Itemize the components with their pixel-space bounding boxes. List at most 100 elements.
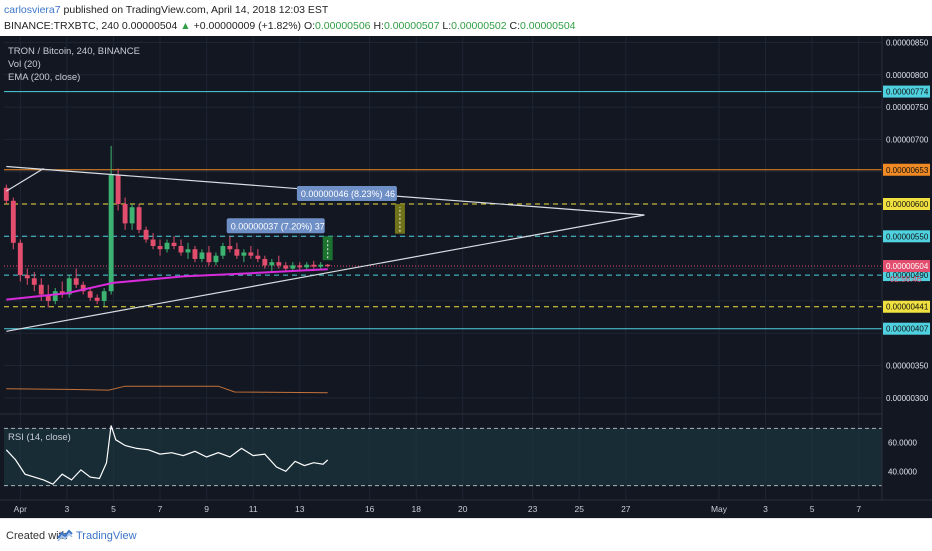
candle-body bbox=[179, 246, 184, 252]
time-tick-label: 25 bbox=[575, 504, 585, 514]
candle-body bbox=[276, 262, 281, 265]
price-tick-label: 0.00000300 bbox=[886, 394, 929, 403]
publish-line: carlosviera7 published on TradingView.co… bbox=[4, 4, 328, 16]
candle-body bbox=[234, 249, 239, 255]
candle-body bbox=[144, 230, 149, 240]
level-tag-label: 0.00000550 bbox=[886, 232, 929, 241]
rsi-tick-label: 40.0000 bbox=[888, 467, 917, 476]
time-tick-label: 5 bbox=[111, 504, 116, 514]
high-label: H: bbox=[373, 20, 384, 32]
price-tick-label: 0.00000850 bbox=[886, 38, 929, 47]
candle-body bbox=[193, 249, 198, 259]
price-tick-label: 0.00000700 bbox=[886, 135, 929, 144]
candle-body bbox=[304, 265, 309, 268]
candle-body bbox=[248, 252, 253, 255]
price-tick-label: 0.00000800 bbox=[886, 71, 929, 80]
close-label: C: bbox=[510, 20, 521, 32]
legend-ema: EMA (200, close) bbox=[8, 72, 80, 83]
level-tag-label: 0.00000774 bbox=[886, 88, 929, 97]
time-tick-label: 7 bbox=[856, 504, 861, 514]
quote-line: BINANCE:TRXBTC, 240 0.00000504 ▲ +0.0000… bbox=[4, 20, 576, 32]
rsi-band bbox=[4, 428, 882, 485]
rsi-tick-label: 60.0000 bbox=[888, 439, 917, 448]
time-tick-label: 23 bbox=[528, 504, 538, 514]
candle-body bbox=[116, 175, 121, 204]
level-tag-label: 0.00000600 bbox=[886, 200, 929, 209]
last-price: 0.00000504 bbox=[122, 20, 177, 32]
open-label: O: bbox=[304, 20, 315, 32]
candle-body bbox=[130, 207, 135, 223]
open-value: 0.00000506 bbox=[315, 20, 370, 32]
candle-body bbox=[297, 265, 302, 267]
price-tick-label: 0.00000750 bbox=[886, 103, 929, 112]
candle-body bbox=[32, 278, 37, 284]
level-tag-label: 0.00000441 bbox=[886, 303, 929, 312]
candle-body bbox=[158, 246, 163, 249]
candle-body bbox=[74, 278, 79, 284]
candle-body bbox=[102, 291, 107, 301]
candle-body bbox=[241, 252, 246, 255]
price-chart[interactable]: 0.00000037 (7.20%) 37 0.00000046 (8.23%) … bbox=[0, 36, 932, 518]
candle-body bbox=[227, 246, 232, 249]
low-value: 0.00000502 bbox=[451, 20, 506, 32]
up-arrow-icon: ▲ bbox=[180, 20, 190, 32]
price-axis[interactable]: 0.00000850 0.00000800 0.00000750 0.00000700… bbox=[882, 36, 932, 518]
candle-body bbox=[18, 243, 23, 275]
time-tick-label: May bbox=[711, 504, 728, 514]
candle-body bbox=[325, 265, 330, 266]
time-tick-label: 27 bbox=[621, 504, 631, 514]
symbol-label: BINANCE:TRXBTC, 240 bbox=[4, 20, 119, 32]
chart-header: carlosviera7 published on TradingView.co… bbox=[0, 0, 932, 36]
candle-body bbox=[290, 265, 295, 268]
time-tick-label: Apr bbox=[14, 504, 27, 514]
tradingview-logo-icon bbox=[57, 528, 73, 542]
author-link[interactable]: carlosviera7 bbox=[4, 4, 61, 16]
candle-body bbox=[262, 259, 267, 265]
time-tick-label: 11 bbox=[249, 504, 258, 514]
candle-body bbox=[123, 204, 128, 223]
time-tick-label: 7 bbox=[158, 504, 163, 514]
time-tick-label: 18 bbox=[411, 504, 421, 514]
time-tick-label: 13 bbox=[295, 504, 305, 514]
candle-body bbox=[88, 291, 93, 297]
candle-body bbox=[109, 175, 114, 291]
time-tick-label: 3 bbox=[65, 504, 70, 514]
candle-body bbox=[137, 207, 142, 230]
last-price-label: 0.00000504 bbox=[886, 262, 929, 271]
candle-body bbox=[95, 298, 100, 301]
tradingview-link[interactable]: TradingView bbox=[76, 530, 137, 542]
candle-body bbox=[172, 243, 177, 246]
time-axis[interactable]: Apr 3 5 7 9 11 13 16 18 20 23 25 27 May 3 5 7 bbox=[0, 500, 932, 518]
rsi-panel bbox=[4, 426, 882, 486]
candle-body bbox=[200, 252, 205, 258]
countdown-label: 02:56:46 bbox=[890, 275, 922, 284]
candle-body bbox=[220, 246, 225, 256]
price-tick-label: 0.00000350 bbox=[886, 362, 929, 371]
legend-volume: Vol (20) bbox=[8, 59, 41, 70]
candle-body bbox=[186, 249, 191, 252]
publish-info: published on TradingView.com, April 14, … bbox=[61, 4, 329, 16]
candle-body bbox=[11, 201, 16, 243]
measure-label: 0.00000037 (7.20%) 37 bbox=[231, 221, 325, 231]
time-tick-label: 20 bbox=[458, 504, 468, 514]
time-tick-label: 5 bbox=[810, 504, 815, 514]
candle-body bbox=[165, 243, 170, 249]
candle-body bbox=[206, 252, 211, 262]
candle-body bbox=[213, 256, 218, 262]
candle-body bbox=[39, 285, 44, 295]
footer: Created with TradingView bbox=[0, 518, 932, 551]
candle-body bbox=[269, 262, 274, 265]
time-tick-label: 9 bbox=[204, 504, 209, 514]
high-value: 0.00000507 bbox=[384, 20, 439, 32]
candle-body bbox=[151, 240, 156, 246]
candle-body bbox=[25, 275, 30, 278]
candle-body bbox=[53, 291, 58, 301]
level-tag-label: 0.00000653 bbox=[886, 166, 929, 175]
measure-label: 0.00000046 (8.23%) 46 bbox=[301, 189, 395, 199]
level-tag-label: 0.00000407 bbox=[886, 325, 929, 334]
candle-body bbox=[283, 265, 288, 268]
candle-body bbox=[255, 256, 260, 259]
low-label: L: bbox=[442, 20, 451, 32]
time-tick-label: 3 bbox=[763, 504, 768, 514]
candle-body bbox=[311, 265, 316, 267]
